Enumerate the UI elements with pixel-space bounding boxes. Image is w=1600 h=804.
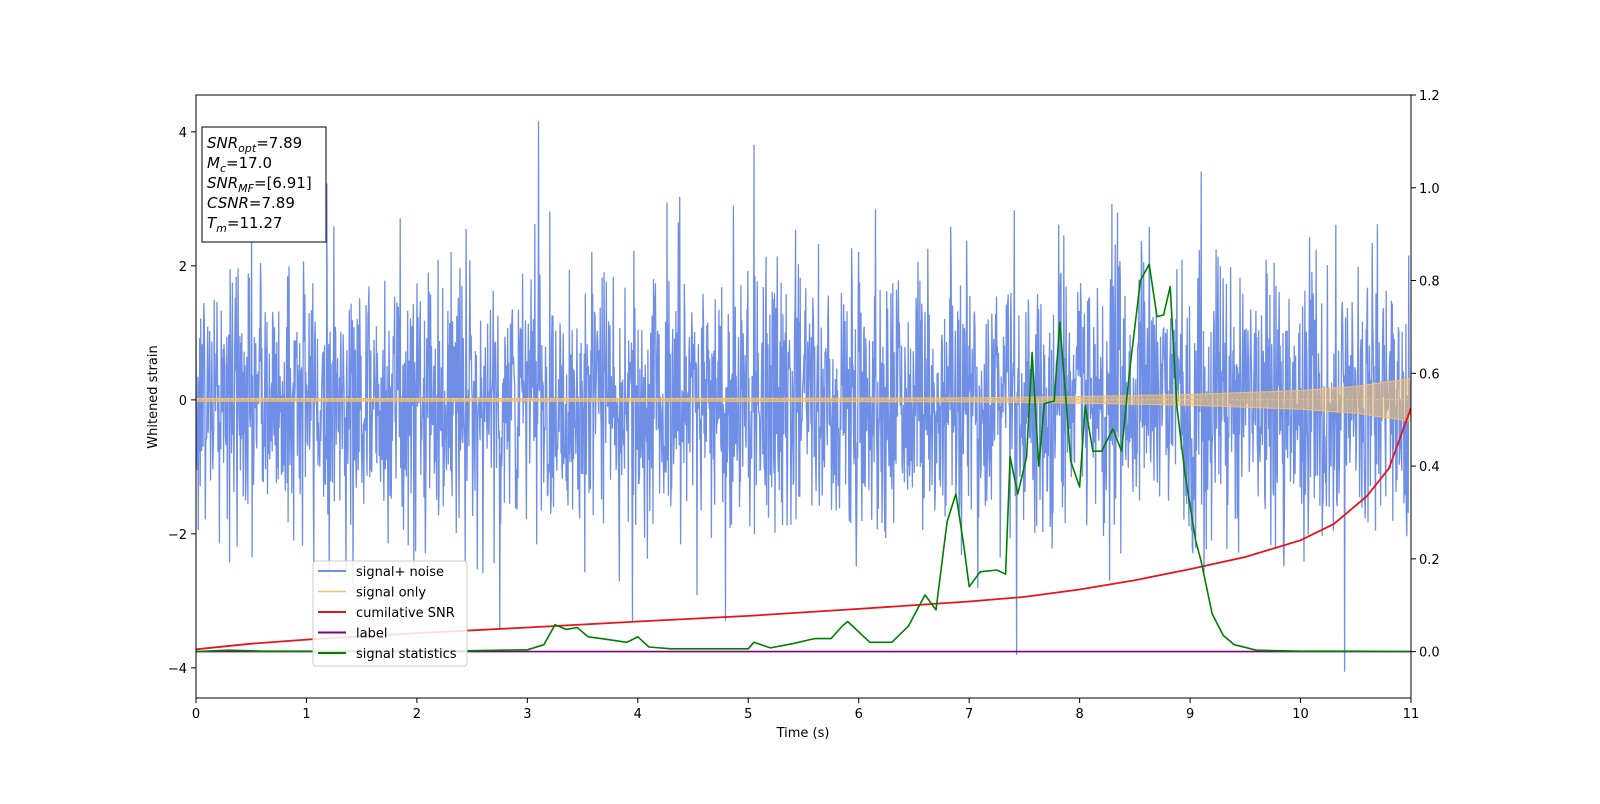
annotation-line: SNRopt=7.89 <box>207 134 302 155</box>
y-axis-label: Whitened strain <box>146 345 161 448</box>
annotation-value: =7.89 <box>256 134 302 152</box>
annotation-subscript: MF <box>238 182 254 195</box>
x-tick-label: 7 <box>965 707 973 722</box>
annotation-line: CSNR=7.89 <box>207 194 295 212</box>
y2-tick-label: 0.6 <box>1419 367 1440 382</box>
annotation-symbol: T <box>207 214 218 232</box>
annotation-symbol: SNR <box>207 174 238 192</box>
y-axis-left: −4 −2 0 2 4 <box>168 126 196 677</box>
legend-entry: signal+ noise <box>356 565 444 580</box>
y-tick-label: −4 <box>168 662 187 677</box>
annotation-value: =[6.91] <box>254 174 312 192</box>
x-tick-label: 1 <box>302 707 310 722</box>
x-axis-label: Time (s) <box>776 726 830 741</box>
annotation-value: =7.89 <box>249 194 295 212</box>
x-tick-label: 8 <box>1075 707 1083 722</box>
y-tick-label: 0 <box>179 394 187 409</box>
annotation-box: SNRopt=7.89Mc=17.0SNRMF=[6.91]CSNR=7.89T… <box>201 126 327 243</box>
y-tick-label: −2 <box>168 528 187 543</box>
x-axis: 0 1 2 3 4 5 6 7 8 9 10 11 <box>192 698 1419 722</box>
y2-tick-label: 0.2 <box>1419 553 1440 568</box>
annotation-frame <box>201 126 327 243</box>
y-tick-label: 2 <box>179 260 187 275</box>
legend-entry: label <box>356 627 387 642</box>
y2-tick-label: 1.0 <box>1419 182 1440 197</box>
annotation-line: Tm=11.27 <box>207 214 282 235</box>
annotation-symbol: M <box>207 154 220 172</box>
annotation-value: =11.27 <box>227 214 283 232</box>
x-tick-label: 10 <box>1292 707 1309 722</box>
x-tick-label: 9 <box>1186 707 1194 722</box>
legend: signal+ noise signal only cumilative SNR la… <box>312 560 468 667</box>
x-tick-label: 11 <box>1403 707 1420 722</box>
plot-frame <box>195 94 1412 699</box>
annotation-subscript: opt <box>238 142 257 155</box>
y2-tick-label: 0.8 <box>1419 275 1440 290</box>
annotation-subscript: m <box>216 222 227 235</box>
annotation-symbol: SNR <box>207 134 238 152</box>
legend-entry: signal only <box>356 586 426 601</box>
y2-tick-label: 1.2 <box>1419 89 1440 104</box>
series-line-signal-statistics <box>196 263 1411 653</box>
annotation-symbol: CSNR <box>207 194 249 212</box>
y-tick-label: 4 <box>179 126 187 141</box>
annotation-line: SNRMF=[6.91] <box>207 174 312 195</box>
legend-entry: cumilative SNR <box>356 606 455 621</box>
y2-tick-label: 0.4 <box>1419 460 1440 475</box>
x-tick-label: 3 <box>523 707 531 722</box>
x-tick-label: 6 <box>855 707 863 722</box>
x-tick-label: 2 <box>413 707 421 722</box>
annotation-value: =17.0 <box>226 154 272 172</box>
y-axis-right: 0.0 0.2 0.4 0.6 0.8 1.0 1.2 <box>1411 89 1440 661</box>
x-tick-label: 4 <box>634 707 642 722</box>
annotation-line: Mc=17.0 <box>207 154 272 175</box>
annotation-subscript: c <box>220 162 226 175</box>
legend-frame <box>312 560 468 667</box>
series-line-signal-noise <box>196 121 1411 672</box>
y2-tick-label: 0.0 <box>1419 646 1440 661</box>
legend-entry: signal statistics <box>356 647 457 662</box>
x-tick-label: 0 <box>192 707 200 722</box>
x-tick-label: 5 <box>744 707 752 722</box>
